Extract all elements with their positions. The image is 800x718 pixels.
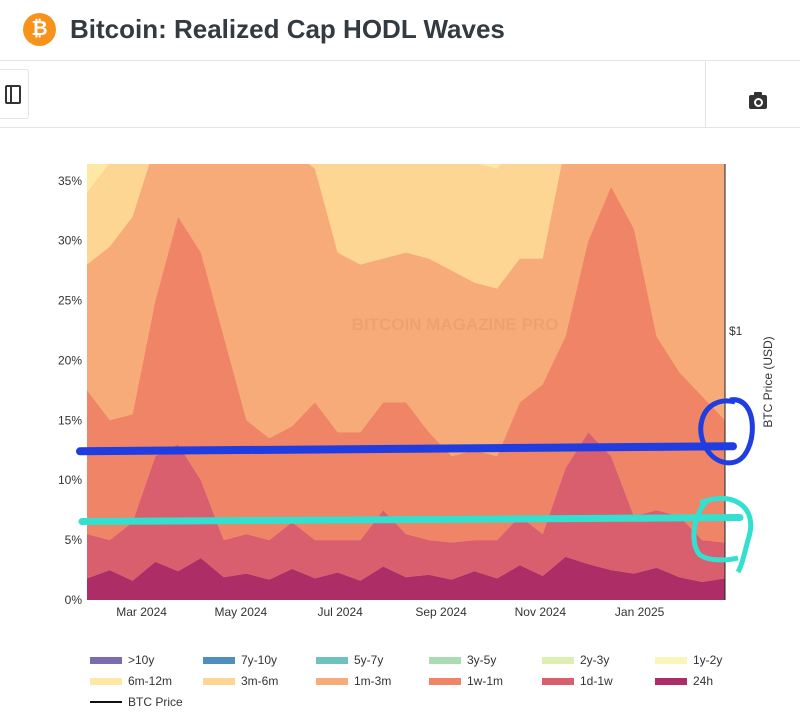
legend-item-6m-12m[interactable]: 6m-12m [90,673,172,689]
y-tick-label: 35% [58,174,82,188]
x-tick-label: Jan 2025 [615,605,665,619]
x-tick-label: May 2024 [215,605,268,619]
camera-icon[interactable] [749,92,767,109]
area-series-6m-12m [87,164,501,193]
legend-label: 6m-12m [128,674,173,688]
legend-swatch [429,677,461,685]
chart-header: ₿ Bitcoin: Realized Cap HODL Waves [0,0,800,61]
bitcoin-logo-icon: ₿ [23,13,56,46]
page-title: Bitcoin: Realized Cap HODL Waves [70,14,505,44]
x-tick-label: Sep 2024 [415,605,467,619]
area-series-3m-6m [87,164,562,289]
area-series-1d-1w [87,432,725,582]
legend-swatch [90,701,122,703]
legend-swatch [90,677,122,685]
sidebar-panel-icon [5,84,21,104]
annotation-line-blue [76,442,737,456]
legend-item-1d-1w[interactable]: 1d-1w [542,673,613,689]
legend-label: 3m-6m [241,674,279,688]
x-tick-label: Mar 2024 [116,605,167,619]
legend-label: 5y-7y [354,653,384,667]
legend-item-1w-1m[interactable]: 1w-1m [429,673,503,689]
legend-label: 1y-2y [693,653,723,667]
legend-item-24h[interactable]: 24h [655,673,713,689]
x-tick-label: Nov 2024 [515,605,567,619]
legend-item->10y[interactable]: >10y [90,652,154,668]
legend-item-5y-7y[interactable]: 5y-7y [316,652,383,668]
legend-swatch [542,677,574,685]
y-tick-label: 20% [58,353,82,367]
legend-swatch [316,656,348,664]
y-tick-label: 5% [65,533,83,547]
legend-swatch [655,677,687,685]
legend-label: 1w-1m [467,674,504,688]
y-tick-label: 30% [58,234,82,248]
legend-swatch [90,656,122,664]
annotation-circle-teal [691,495,754,574]
legend-label: 24h [693,674,714,688]
legend-label: 7y-10y [241,653,278,667]
annotation-line-teal [78,514,744,526]
area-series-24h [87,556,725,600]
legend-item-3m-6m[interactable]: 3m-6m [203,673,278,689]
x-tick-label: Jul 2024 [317,605,363,619]
legend-swatch [203,656,235,664]
legend-label: BTC Price [128,695,183,709]
legend-label: 1m-3m [354,674,392,688]
y-tick-label: 0% [65,593,83,607]
legend-label: 2y-3y [580,653,610,667]
legend-item-1y-2y[interactable]: 1y-2y [655,652,722,668]
chart-toolbar [0,61,800,128]
legend-label: >10y [128,653,155,667]
watermark-text: BITCOIN MAGAZINE PRO [352,315,559,334]
area-series-1m-3m [87,164,725,457]
watermark: BITCOIN MAGAZINE PRO [352,315,559,334]
screenshot-area [705,61,800,127]
legend-swatch [203,677,235,685]
toggle-panel-button[interactable] [0,69,29,119]
legend-label: 1d-1w [580,674,613,688]
y-tick-label: 25% [58,294,82,308]
legend-item-2y-3y[interactable]: 2y-3y [542,652,609,668]
legend-swatch [655,656,687,664]
right-axis-tick: $1 [729,324,743,338]
legend-swatch [316,677,348,685]
legend-item-7y-10y[interactable]: 7y-10y [203,652,277,668]
legend-label: 3y-5y [467,653,497,667]
legend-swatch [429,656,461,664]
y-tick-label: 10% [58,473,82,487]
annotation-circle-blue [698,397,755,466]
right-axis-label: BTC Price (USD) [761,336,775,427]
legend-swatch [542,656,574,664]
y-tick-label: 15% [58,413,82,427]
legend-item-BTC Price[interactable]: BTC Price [90,694,183,710]
legend-item-1m-3m[interactable]: 1m-3m [316,673,391,689]
legend-item-3y-5y[interactable]: 3y-5y [429,652,496,668]
